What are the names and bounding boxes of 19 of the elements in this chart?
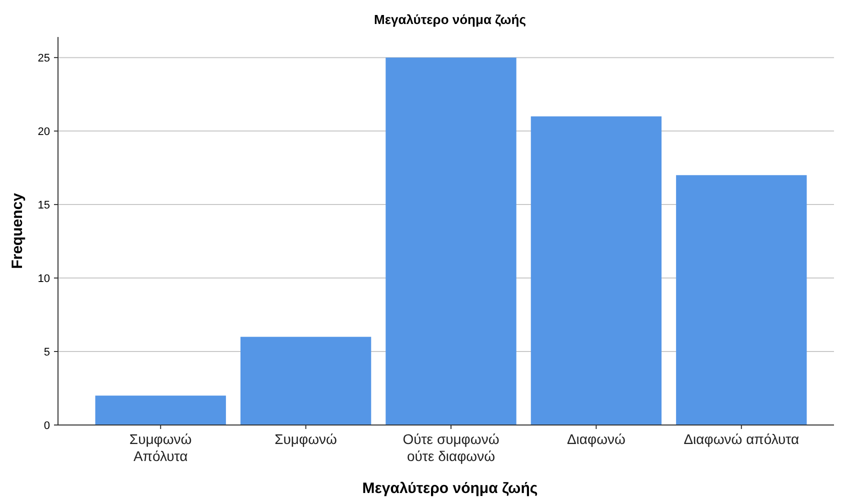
y-tick-label: 25 (38, 52, 50, 64)
bar (240, 336, 372, 425)
y-axis-title: Frequency (9, 192, 26, 269)
x-tick-label: Συμφωνώ Απόλυτα (129, 431, 192, 464)
y-tick-label: 20 (38, 126, 50, 138)
chart-title: Μεγαλύτερο νόημα ζωής (374, 12, 526, 27)
bar (386, 58, 516, 425)
y-tick-label: 10 (38, 272, 50, 285)
bar (530, 116, 662, 425)
x-axis-title: Μεγαλύτερο νόημα ζωής (362, 480, 538, 497)
y-tick-label: 5 (44, 346, 50, 358)
bar (676, 175, 807, 425)
x-tick-label: Διαφωνώ (566, 431, 626, 447)
x-tick-label: Συμφωνώ (274, 431, 338, 447)
bar (95, 396, 226, 425)
y-tick-label: 15 (38, 199, 50, 212)
x-tick-label: Ούτε συμφωνώ ούτε διαφωνώ (402, 431, 500, 464)
y-tick-label: 0 (44, 420, 50, 432)
x-tick-label: Διαφωνώ απόλυτα (684, 431, 800, 447)
